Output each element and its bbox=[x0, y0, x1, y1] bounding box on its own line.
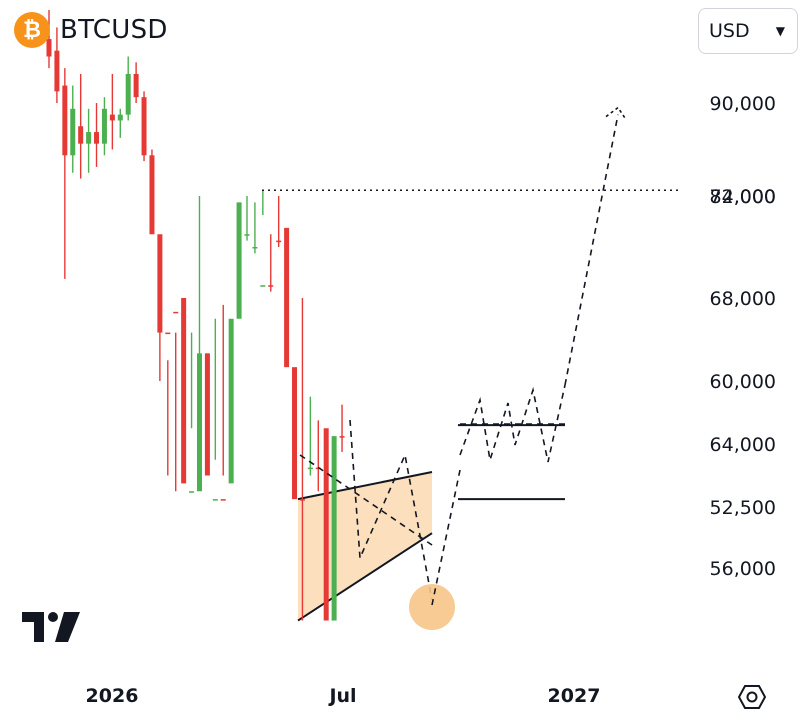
price-tick-label: 82,000 bbox=[710, 186, 776, 208]
bottom-target-circle bbox=[409, 584, 455, 630]
channel-zone bbox=[298, 472, 432, 621]
settings-icon[interactable] bbox=[737, 683, 767, 715]
candle-body bbox=[117, 114, 123, 121]
candle-body bbox=[86, 132, 92, 144]
candle-body bbox=[307, 467, 313, 470]
time-axis: 2026 Jul 2027 bbox=[86, 685, 601, 707]
price-tick-label: 68,000 bbox=[710, 288, 776, 310]
tradingview-logo[interactable] bbox=[22, 612, 80, 646]
candle-body bbox=[101, 108, 107, 144]
candle-body bbox=[78, 126, 84, 144]
candle-body bbox=[292, 367, 298, 500]
candle-body bbox=[133, 73, 139, 98]
currency-select[interactable]: USD ▼ bbox=[698, 8, 798, 54]
price-tick-label: 52,500 bbox=[710, 497, 776, 519]
candle-body bbox=[94, 132, 100, 144]
candle-body bbox=[62, 85, 68, 156]
candle-body bbox=[228, 318, 234, 484]
candle-body bbox=[244, 234, 250, 236]
candle-body bbox=[165, 332, 171, 335]
channel-zigzag-path bbox=[349, 419, 433, 601]
arrow-head-icon bbox=[605, 106, 627, 121]
projection-overlay bbox=[262, 106, 680, 630]
range-zigzag-path bbox=[459, 384, 566, 463]
currency-value: USD bbox=[709, 20, 750, 42]
candle-body bbox=[70, 108, 76, 156]
candle-body bbox=[276, 240, 282, 243]
projection-up-leg bbox=[431, 469, 461, 606]
candle-body bbox=[189, 491, 195, 493]
candle-body bbox=[268, 285, 274, 287]
candle-body bbox=[149, 155, 155, 235]
symbol-name: BTCUSD bbox=[60, 15, 168, 45]
candle-body bbox=[157, 234, 163, 333]
symbol-header: ₿ BTCUSD bbox=[14, 12, 168, 48]
candle-body bbox=[46, 39, 52, 57]
candle-body bbox=[323, 428, 329, 621]
candle-body bbox=[54, 50, 60, 92]
candle-body bbox=[212, 499, 218, 501]
pattern-zones bbox=[297, 424, 565, 622]
chevron-down-icon: ▼ bbox=[775, 24, 785, 38]
candle-body bbox=[339, 436, 345, 438]
channel-upper-line bbox=[297, 471, 433, 501]
time-tick-label: Jul bbox=[327, 685, 356, 707]
candle-body bbox=[252, 247, 258, 249]
candle-body bbox=[220, 499, 226, 501]
price-tick-label: 64,000 bbox=[710, 434, 776, 456]
bitcoin-icon: ₿ bbox=[14, 12, 50, 48]
price-tick-label: 56,000 bbox=[710, 558, 776, 580]
candle-body bbox=[181, 298, 187, 484]
candle-body bbox=[260, 285, 266, 287]
candle-body bbox=[109, 114, 115, 121]
candle-body bbox=[236, 202, 242, 319]
candle-body bbox=[173, 311, 179, 314]
candles bbox=[46, 10, 345, 621]
price-tick-label: 90,000 bbox=[710, 93, 776, 115]
time-tick-label: 2027 bbox=[548, 685, 601, 707]
price-tick-label: 60,000 bbox=[710, 371, 776, 393]
candle-body bbox=[204, 353, 210, 476]
channel-lower-line bbox=[297, 532, 433, 622]
candle-body bbox=[141, 97, 147, 156]
candle-body bbox=[196, 353, 202, 492]
candle-body bbox=[125, 73, 131, 115]
time-tick-label: 2026 bbox=[86, 685, 139, 707]
candle-body bbox=[331, 436, 337, 621]
breakout-projection-line bbox=[564, 114, 619, 386]
price-tick-label: 74,000 bbox=[710, 186, 776, 208]
channel-midline bbox=[299, 454, 433, 546]
candle-body bbox=[299, 499, 305, 501]
candle-body bbox=[284, 227, 290, 368]
